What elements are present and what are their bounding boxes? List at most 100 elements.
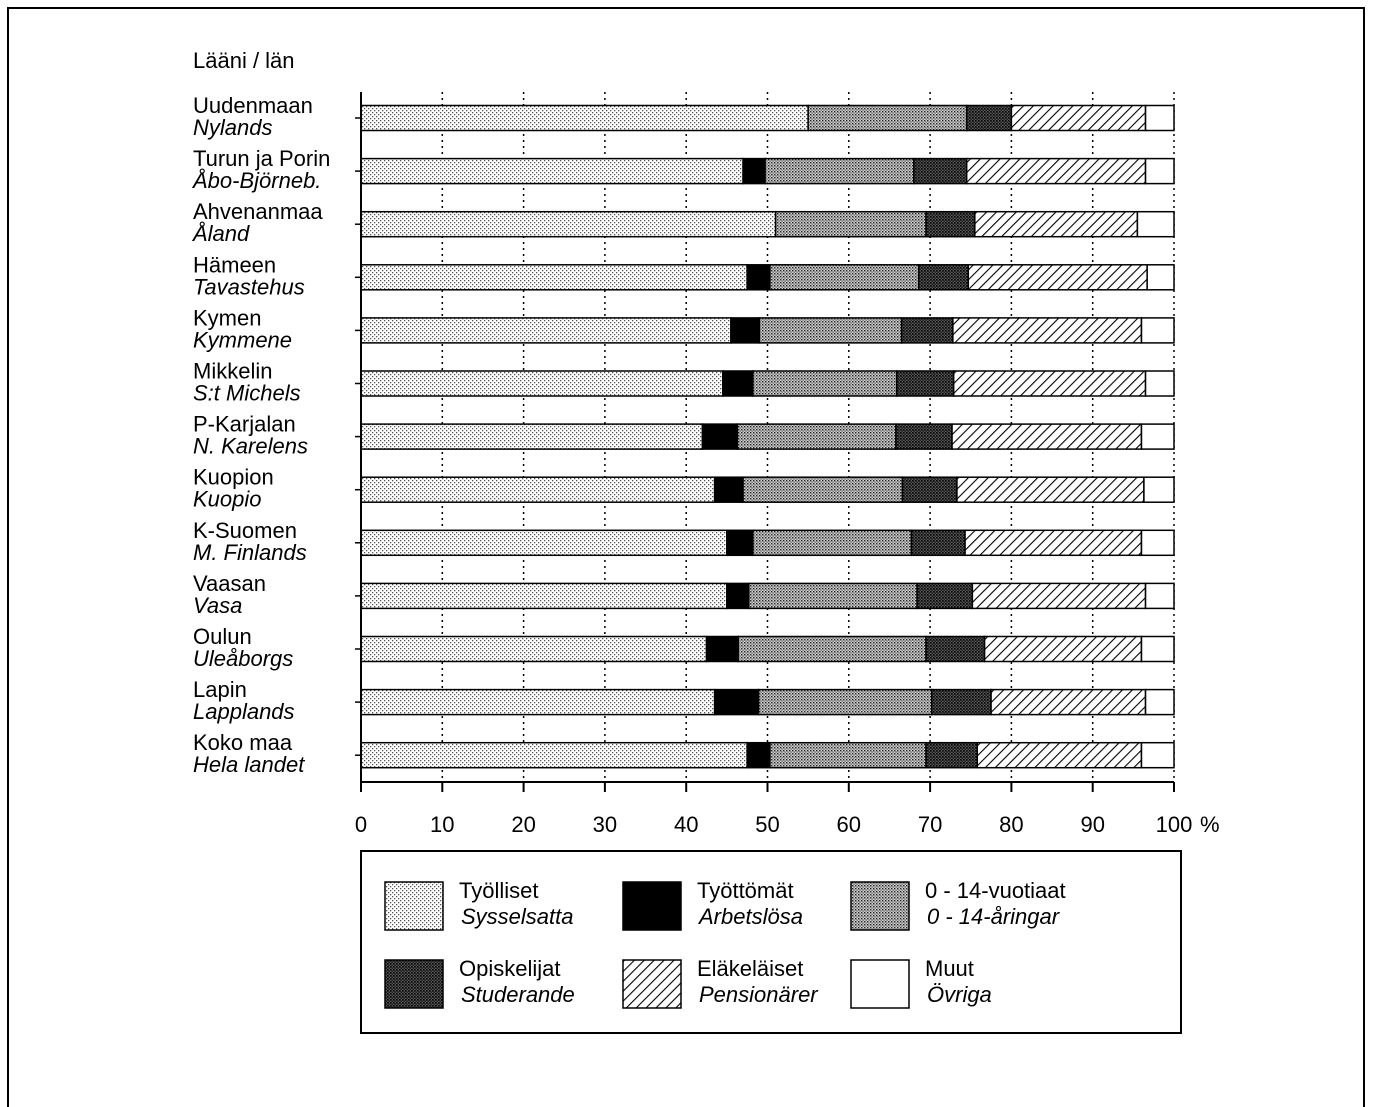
bar-segment — [360, 104, 809, 132]
x-unit-label: % — [1200, 812, 1220, 837]
x-tick-label: 0 — [355, 812, 367, 837]
bar-segment — [1140, 635, 1175, 663]
bar-segment — [726, 529, 754, 557]
bar-segment — [1143, 476, 1175, 503]
bar-segment — [360, 264, 748, 291]
bar-segment — [360, 741, 748, 769]
bar-segment — [1144, 370, 1175, 397]
bar-segment — [951, 423, 1143, 450]
bar-segment — [757, 688, 933, 716]
bar-segment — [965, 157, 1147, 185]
bar-segment — [1144, 157, 1175, 185]
gridlines — [441, 92, 1175, 782]
category-label-fi: Vaasan — [193, 571, 266, 596]
bar-segment — [701, 423, 739, 450]
bar-segment — [1140, 741, 1175, 769]
legend-label-sv: 0 - 14-åringar — [927, 904, 1061, 929]
bar-segment — [769, 741, 927, 769]
legend-swatch — [622, 959, 682, 1009]
category-label-fi: Kuopion — [193, 465, 274, 490]
bar-segment — [1144, 688, 1175, 716]
category-label-sv: Kuopio — [193, 487, 262, 512]
bar-segment — [990, 688, 1147, 716]
category-label-fi: Mikkelin — [193, 359, 272, 384]
bar-segment — [952, 370, 1147, 397]
bar-segment — [916, 582, 974, 610]
category-label-sv: Åbo-Björneb. — [191, 168, 321, 193]
legend-swatch — [850, 881, 910, 931]
x-tick-label: 70 — [918, 812, 942, 837]
bar-segment — [360, 688, 716, 716]
bar-segment — [930, 688, 992, 716]
category-label-sv: S:t Michels — [193, 381, 301, 406]
category-label-sv: Tavastehus — [193, 274, 305, 299]
category-label-fi: Uudenmaan — [193, 93, 313, 118]
bar-segment — [983, 635, 1143, 663]
legend-label-sv: Arbetslösa — [697, 904, 803, 929]
bars — [360, 104, 1175, 769]
legend-label-sv: Övriga — [927, 982, 992, 1007]
bar-segment — [807, 104, 968, 132]
bar-segment — [730, 317, 761, 344]
x-tick-label: 100 — [1156, 812, 1193, 837]
axes — [355, 92, 1175, 792]
category-label-fi: Koko maa — [193, 730, 293, 755]
category-label-sv: Kymmene — [193, 327, 292, 352]
bar-segment — [360, 635, 708, 663]
bar-segment — [964, 529, 1143, 557]
x-tick-label: 10 — [430, 812, 454, 837]
bar-segment — [900, 317, 954, 344]
bar-segment — [726, 582, 750, 610]
bar-segment — [746, 741, 771, 769]
category-label-fi: K-Suomen — [193, 518, 297, 543]
bar-segment — [925, 210, 976, 238]
x-tick-label: 30 — [593, 812, 617, 837]
bar-segment — [895, 423, 953, 450]
bar-segment — [713, 688, 760, 716]
legend-label-sv: Studerande — [461, 982, 575, 1007]
bar-segment — [974, 210, 1139, 238]
legend-swatch — [384, 959, 444, 1009]
category-label-sv: Vasa — [193, 593, 242, 618]
bar-segment — [758, 317, 903, 344]
category-label-fi: Lapin — [193, 677, 247, 702]
bar-segment — [360, 476, 716, 503]
bar-segment — [742, 476, 904, 503]
category-label-fi: Oulun — [193, 624, 252, 649]
bar-segment — [901, 476, 958, 503]
category-label-sv: Hela landet — [193, 752, 305, 777]
bar-segment — [1140, 529, 1175, 557]
category-label-fi: Hämeen — [193, 252, 276, 277]
legend-label-fi: 0 - 14-vuotiaat — [925, 878, 1066, 903]
bar-segment — [737, 635, 927, 663]
y-axis-label: Lääni / län — [193, 48, 295, 73]
bar-segment — [752, 529, 913, 557]
category-label-fi: Turun ja Porin — [193, 146, 330, 171]
bar-segment — [764, 157, 915, 185]
chart-frame — [7, 7, 1365, 1107]
x-tick-label: 20 — [511, 812, 535, 837]
bar-segment — [1136, 210, 1175, 238]
legend-label-fi: Opiskelijat — [459, 956, 560, 981]
bar-segment — [1140, 423, 1175, 450]
bar-segment — [965, 104, 1013, 132]
bar-segment — [1144, 104, 1175, 132]
bar-segment — [913, 157, 968, 185]
bar-segment — [360, 423, 704, 450]
category-label-fi: P-Karjalan — [193, 412, 296, 437]
legend-label-fi: Työttömät — [697, 878, 794, 903]
bar-segment — [769, 264, 920, 291]
bar-segment — [360, 210, 777, 238]
legend-label-fi: Työlliset — [459, 878, 538, 903]
bar-segment — [976, 741, 1143, 769]
category-label-sv: M. Finlands — [193, 540, 307, 565]
bar-segment — [967, 264, 1148, 291]
legend-swatch — [850, 959, 910, 1009]
bar-segment — [971, 582, 1147, 610]
category-label-sv: Nylands — [193, 115, 272, 140]
bar-segment — [925, 635, 986, 663]
x-tick-labels: 0 10 20 30 40 50 60 70 80 90 100 — [355, 812, 1192, 837]
bar-segment — [1146, 264, 1175, 291]
